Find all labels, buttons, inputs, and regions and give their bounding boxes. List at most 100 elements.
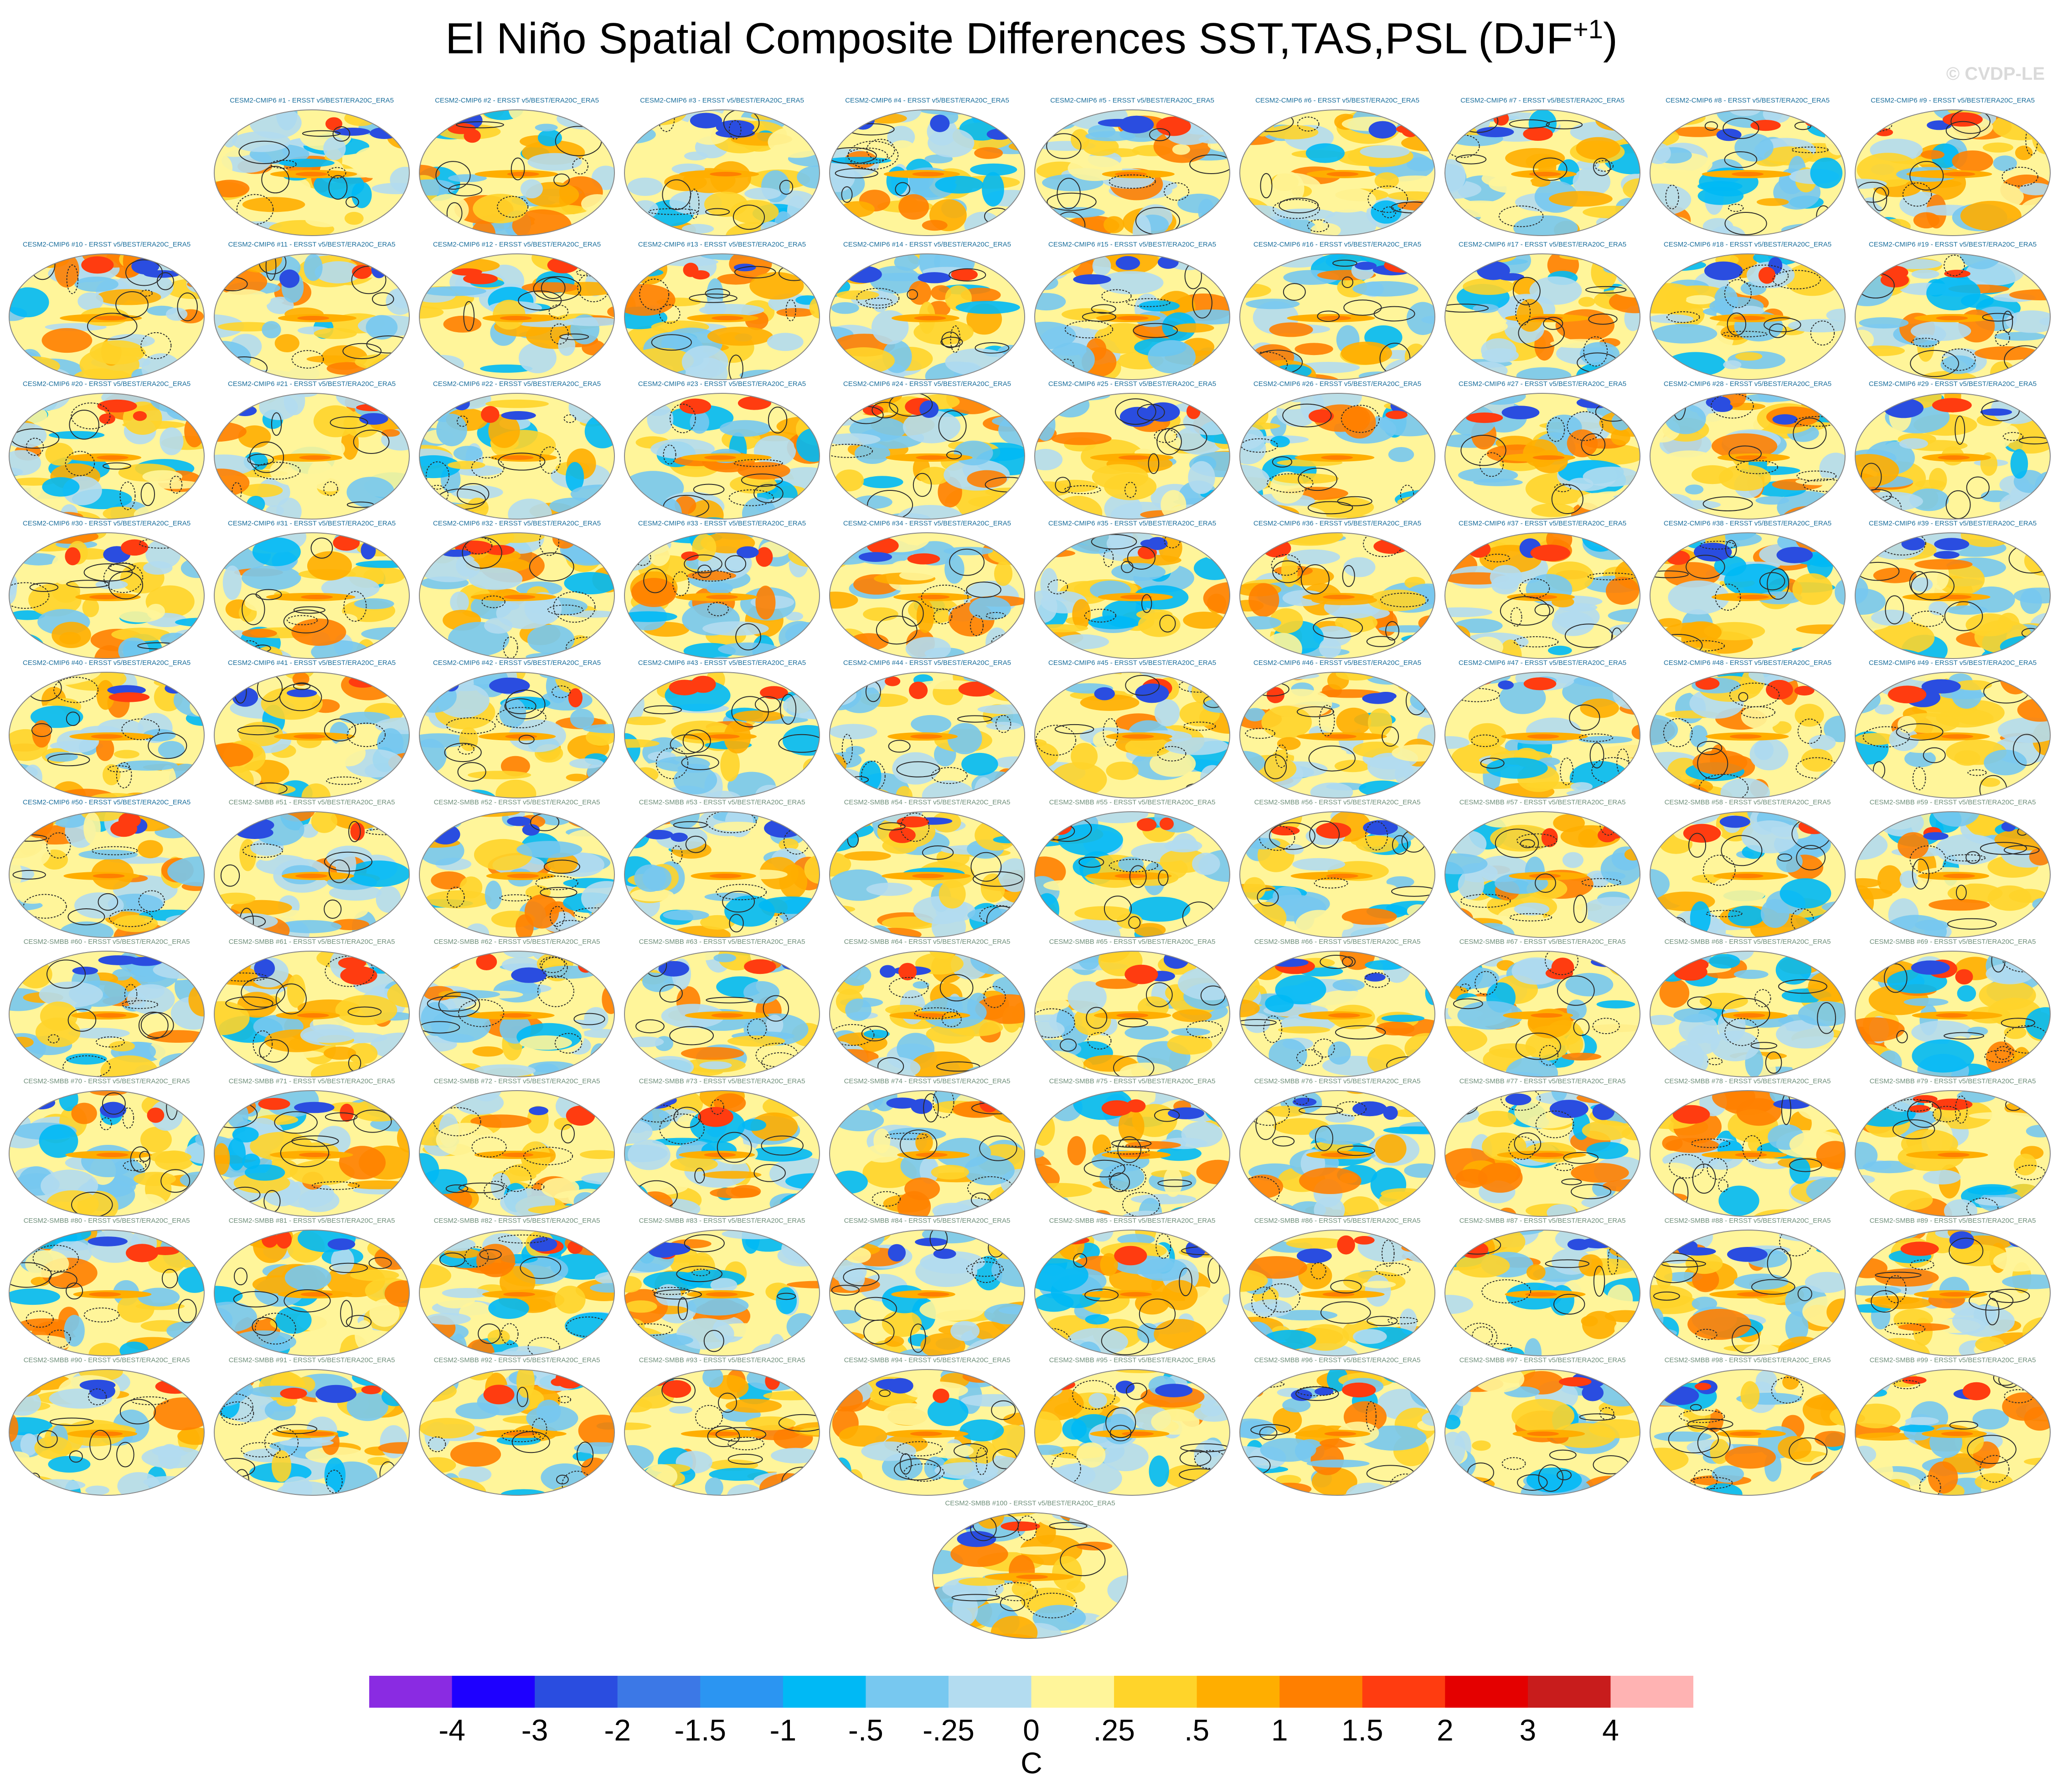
panel-label: CESM2-SMBB #54 - ERSST v5/BEST/ERA20C_ER… xyxy=(844,798,1011,806)
map-panel: CESM2-SMBB #55 - ERSST v5/BEST/ERA20C_ER… xyxy=(1032,798,1233,944)
panel-label: CESM2-CMIP6 #29 - ERSST v5/BEST/ERA20C_E… xyxy=(1868,380,2037,388)
map-panel: CESM2-CMIP6 #4 - ERSST v5/BEST/ERA20C_ER… xyxy=(827,97,1027,242)
map-panel: CESM2-CMIP6 #20 - ERSST v5/BEST/ERA20C_E… xyxy=(6,380,207,526)
map-panel: CESM2-CMIP6 #48 - ERSST v5/BEST/ERA20C_E… xyxy=(1647,659,1848,805)
map-panel: CESM2-SMBB #92 - ERSST v5/BEST/ERA20C_ER… xyxy=(417,1356,617,1502)
map-panel: CESM2-SMBB #64 - ERSST v5/BEST/ERA20C_ER… xyxy=(827,938,1027,1084)
panel-label: CESM2-SMBB #72 - ERSST v5/BEST/ERA20C_ER… xyxy=(433,1077,600,1085)
map-panel: CESM2-SMBB #69 - ERSST v5/BEST/ERA20C_ER… xyxy=(1852,938,2053,1084)
map-panel: CESM2-CMIP6 #14 - ERSST v5/BEST/ERA20C_E… xyxy=(827,241,1027,386)
panel-label: CESM2-CMIP6 #18 - ERSST v5/BEST/ERA20C_E… xyxy=(1663,241,1832,248)
colorbar-box xyxy=(369,1676,453,1708)
colorbar-box xyxy=(1445,1676,1528,1708)
map-heatmap xyxy=(829,951,1025,1077)
colorbar-box xyxy=(700,1676,784,1708)
colorbar-tick-label: 0 xyxy=(1023,1713,1040,1747)
map-heatmap xyxy=(1444,393,1640,520)
map-heatmap xyxy=(1855,1090,2051,1217)
map-panel: CESM2-CMIP6 #34 - ERSST v5/BEST/ERA20C_E… xyxy=(827,520,1027,665)
panel-label: CESM2-SMBB #62 - ERSST v5/BEST/ERA20C_ER… xyxy=(433,938,600,946)
map-panel: CESM2-CMIP6 #31 - ERSST v5/BEST/ERA20C_E… xyxy=(211,520,412,665)
map-heatmap xyxy=(1650,253,1846,380)
map-heatmap xyxy=(829,672,1025,798)
panel-label: CESM2-CMIP6 #34 - ERSST v5/BEST/ERA20C_E… xyxy=(843,520,1011,527)
panel-label: CESM2-CMIP6 #46 - ERSST v5/BEST/ERA20C_E… xyxy=(1253,659,1422,667)
panel-label: CESM2-SMBB #90 - ERSST v5/BEST/ERA20C_ER… xyxy=(23,1356,190,1364)
map-heatmap xyxy=(214,109,410,236)
map-panel: CESM2-CMIP6 #27 - ERSST v5/BEST/ERA20C_E… xyxy=(1442,380,1643,526)
map-heatmap xyxy=(419,109,615,236)
chart-title: El Niño Spatial Composite Differences SS… xyxy=(0,14,2063,64)
panel-label: CESM2-SMBB #51 - ERSST v5/BEST/ERA20C_ER… xyxy=(228,798,395,806)
panel-label: CESM2-CMIP6 #15 - ERSST v5/BEST/ERA20C_E… xyxy=(1048,241,1217,248)
map-heatmap xyxy=(9,253,205,380)
panel-label: CESM2-CMIP6 #14 - ERSST v5/BEST/ERA20C_E… xyxy=(843,241,1011,248)
map-panel: CESM2-SMBB #85 - ERSST v5/BEST/ERA20C_ER… xyxy=(1032,1217,1233,1363)
map-heatmap xyxy=(624,393,820,520)
map-heatmap xyxy=(9,393,205,520)
map-heatmap xyxy=(1239,811,1435,938)
map-panel: CESM2-CMIP6 #28 - ERSST v5/BEST/ERA20C_E… xyxy=(1647,380,1848,526)
colorbar-box xyxy=(1197,1676,1280,1708)
panel-label: CESM2-SMBB #55 - ERSST v5/BEST/ERA20C_ER… xyxy=(1049,798,1216,806)
map-panel: CESM2-SMBB #99 - ERSST v5/BEST/ERA20C_ER… xyxy=(1852,1356,2053,1502)
map-heatmap xyxy=(624,109,820,236)
panel-label: CESM2-CMIP6 #44 - ERSST v5/BEST/ERA20C_E… xyxy=(843,659,1011,667)
map-heatmap xyxy=(1444,672,1640,798)
panel-label: CESM2-SMBB #93 - ERSST v5/BEST/ERA20C_ER… xyxy=(639,1356,805,1364)
map-panel: CESM2-CMIP6 #6 - ERSST v5/BEST/ERA20C_ER… xyxy=(1237,97,1438,242)
map-heatmap xyxy=(829,393,1025,520)
panel-label: CESM2-SMBB #68 - ERSST v5/BEST/ERA20C_ER… xyxy=(1664,938,1831,946)
panel-label: CESM2-CMIP6 #40 - ERSST v5/BEST/ERA20C_E… xyxy=(22,659,191,667)
map-heatmap xyxy=(1855,951,2051,1077)
panel-label: CESM2-SMBB #59 - ERSST v5/BEST/ERA20C_ER… xyxy=(1869,798,2036,806)
map-panel: CESM2-CMIP6 #32 - ERSST v5/BEST/ERA20C_E… xyxy=(417,520,617,665)
panel-label: CESM2-CMIP6 #38 - ERSST v5/BEST/ERA20C_E… xyxy=(1663,520,1832,527)
panel-label: CESM2-SMBB #100 - ERSST v5/BEST/ERA20C_E… xyxy=(945,1499,1115,1507)
map-panel: CESM2-SMBB #98 - ERSST v5/BEST/ERA20C_ER… xyxy=(1647,1356,1848,1502)
panel-label: CESM2-CMIP6 #49 - ERSST v5/BEST/ERA20C_E… xyxy=(1868,659,2037,667)
colorbar-box xyxy=(1031,1676,1114,1708)
map-heatmap xyxy=(1444,1369,1640,1496)
colorbar-box xyxy=(1114,1676,1197,1708)
map-panel: CESM2-SMBB #56 - ERSST v5/BEST/ERA20C_ER… xyxy=(1237,798,1438,944)
panel-label: CESM2-CMIP6 #37 - ERSST v5/BEST/ERA20C_E… xyxy=(1458,520,1627,527)
panel-label: CESM2-CMIP6 #47 - ERSST v5/BEST/ERA20C_E… xyxy=(1458,659,1627,667)
map-heatmap xyxy=(1650,1230,1846,1356)
panel-label: CESM2-CMIP6 #4 - ERSST v5/BEST/ERA20C_ER… xyxy=(845,97,1009,104)
map-heatmap xyxy=(624,672,820,798)
colorbar-tick-label: .5 xyxy=(1184,1713,1210,1747)
panel-label: CESM2-CMIP6 #27 - ERSST v5/BEST/ERA20C_E… xyxy=(1458,380,1627,388)
map-panel: CESM2-SMBB #80 - ERSST v5/BEST/ERA20C_ER… xyxy=(6,1217,207,1363)
colorbar-box xyxy=(783,1676,866,1708)
panel-label: CESM2-CMIP6 #45 - ERSST v5/BEST/ERA20C_E… xyxy=(1048,659,1217,667)
map-panel: CESM2-SMBB #74 - ERSST v5/BEST/ERA20C_ER… xyxy=(827,1077,1027,1223)
map-heatmap xyxy=(829,109,1025,236)
map-panel: CESM2-SMBB #78 - ERSST v5/BEST/ERA20C_ER… xyxy=(1647,1077,1848,1223)
panel-label: CESM2-CMIP6 #8 - ERSST v5/BEST/ERA20C_ER… xyxy=(1666,97,1830,104)
map-panel: CESM2-SMBB #89 - ERSST v5/BEST/ERA20C_ER… xyxy=(1852,1217,2053,1363)
map-panel: CESM2-SMBB #53 - ERSST v5/BEST/ERA20C_ER… xyxy=(622,798,822,944)
map-panel: CESM2-CMIP6 #9 - ERSST v5/BEST/ERA20C_ER… xyxy=(1852,97,2053,242)
panel-label: CESM2-CMIP6 #20 - ERSST v5/BEST/ERA20C_E… xyxy=(22,380,191,388)
panel-label: CESM2-CMIP6 #3 - ERSST v5/BEST/ERA20C_ER… xyxy=(640,97,804,104)
map-heatmap xyxy=(1034,672,1230,798)
panel-label: CESM2-SMBB #53 - ERSST v5/BEST/ERA20C_ER… xyxy=(639,798,805,806)
map-panel: CESM2-CMIP6 #49 - ERSST v5/BEST/ERA20C_E… xyxy=(1852,659,2053,805)
map-panel: CESM2-CMIP6 #35 - ERSST v5/BEST/ERA20C_E… xyxy=(1032,520,1233,665)
map-panel: CESM2-SMBB #65 - ERSST v5/BEST/ERA20C_ER… xyxy=(1032,938,1233,1084)
panel-label: CESM2-CMIP6 #9 - ERSST v5/BEST/ERA20C_ER… xyxy=(1871,97,2035,104)
map-heatmap xyxy=(829,1090,1025,1217)
map-heatmap xyxy=(419,1230,615,1356)
map-heatmap xyxy=(1239,951,1435,1077)
panel-label: CESM2-CMIP6 #26 - ERSST v5/BEST/ERA20C_E… xyxy=(1253,380,1422,388)
map-panel: CESM2-CMIP6 #17 - ERSST v5/BEST/ERA20C_E… xyxy=(1442,241,1643,386)
map-panel: CESM2-CMIP6 #44 - ERSST v5/BEST/ERA20C_E… xyxy=(827,659,1027,805)
map-heatmap xyxy=(1444,532,1640,659)
panel-label: CESM2-CMIP6 #6 - ERSST v5/BEST/ERA20C_ER… xyxy=(1255,97,1419,104)
panel-label: CESM2-CMIP6 #28 - ERSST v5/BEST/ERA20C_E… xyxy=(1663,380,1832,388)
map-heatmap xyxy=(1650,951,1846,1077)
panel-label: CESM2-CMIP6 #30 - ERSST v5/BEST/ERA20C_E… xyxy=(22,520,191,527)
map-panel: CESM2-CMIP6 #23 - ERSST v5/BEST/ERA20C_E… xyxy=(622,380,822,526)
map-panel: CESM2-SMBB #91 - ERSST v5/BEST/ERA20C_ER… xyxy=(211,1356,412,1502)
